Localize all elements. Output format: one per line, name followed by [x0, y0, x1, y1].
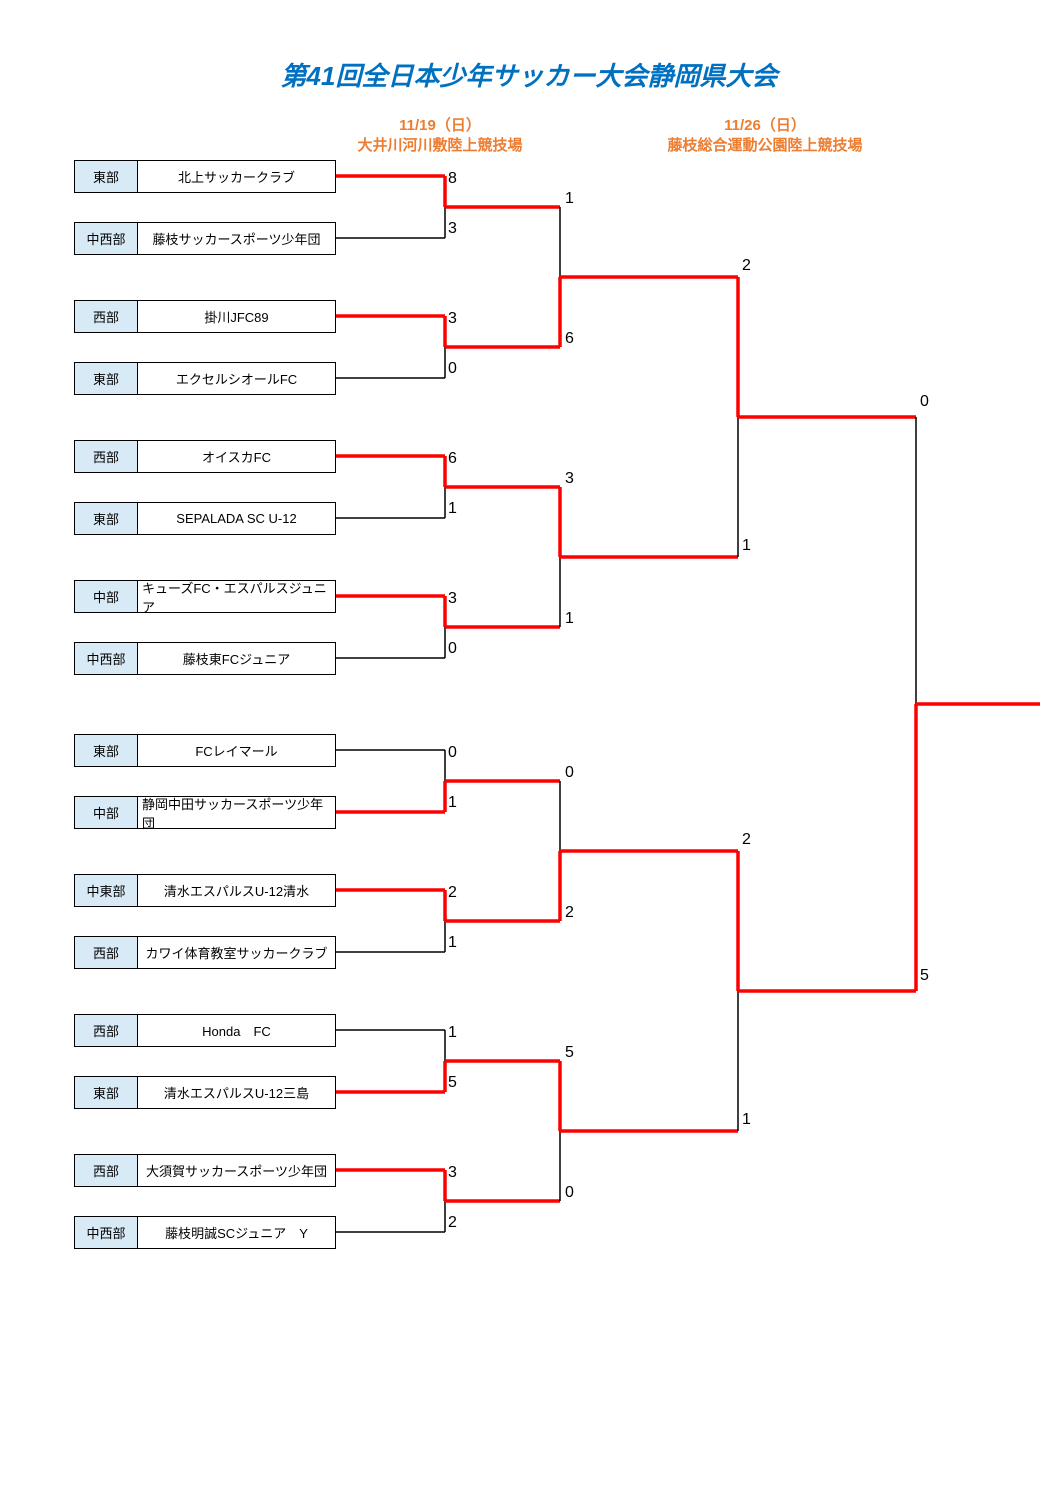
score-label: 3	[448, 310, 457, 328]
round1-date: 11/19（日）	[399, 117, 481, 134]
team-name-box: オイスカFC	[138, 440, 336, 473]
team-name-box: キューズFC・エスパルスジュニア	[138, 580, 336, 613]
team-name-box: 掛川JFC89	[138, 300, 336, 333]
region-box: 西部	[74, 1014, 138, 1047]
team-row: 中部キューズFC・エスパルスジュニア	[74, 580, 336, 613]
round2-venue: 藤枝総合運動公園陸上競技場	[667, 137, 862, 154]
score-label: 5	[448, 1074, 457, 1092]
score-label: 6	[448, 450, 457, 468]
region-box: 中東部	[74, 874, 138, 907]
team-row: 西部カワイ体育教室サッカークラブ	[74, 936, 336, 969]
score-label: 3	[565, 470, 574, 488]
tournament-title: 第41回全日本少年サッカー大会静岡県大会	[0, 56, 1058, 93]
region-box: 西部	[74, 936, 138, 969]
team-row: 中西部藤枝明誠SCジュニア Y	[74, 1216, 336, 1249]
region-box: 東部	[74, 1076, 138, 1109]
score-label: 3	[448, 590, 457, 608]
team-name-box: カワイ体育教室サッカークラブ	[138, 936, 336, 969]
score-label: 0	[565, 1184, 574, 1202]
team-name-box: 藤枝サッカースポーツ少年団	[138, 222, 336, 255]
team-name-box: FCレイマール	[138, 734, 336, 767]
score-label: 6	[565, 330, 574, 348]
score-label: 3	[448, 1164, 457, 1182]
team-row: 中東部清水エスパルスU-12清水	[74, 874, 336, 907]
region-box: 中部	[74, 580, 138, 613]
score-label: 0	[565, 764, 574, 782]
team-row: 東部北上サッカークラブ	[74, 160, 336, 193]
team-row: 中西部藤枝東FCジュニア	[74, 642, 336, 675]
team-name-box: 清水エスパルスU-12三島	[138, 1076, 336, 1109]
team-name-box: SEPALADA SC U-12	[138, 502, 336, 535]
team-name-box: 藤枝東FCジュニア	[138, 642, 336, 675]
region-box: 東部	[74, 734, 138, 767]
region-box: 西部	[74, 1154, 138, 1187]
score-label: 3	[448, 220, 457, 238]
team-row: 西部大須賀サッカースポーツ少年団	[74, 1154, 336, 1187]
team-name-box: 清水エスパルスU-12清水	[138, 874, 336, 907]
score-label: 1	[448, 1024, 457, 1042]
score-label: 1	[742, 1111, 751, 1129]
team-name-box: 静岡中田サッカースポーツ少年団	[138, 796, 336, 829]
score-label: 1	[448, 934, 457, 952]
region-box: 西部	[74, 440, 138, 473]
team-row: 西部オイスカFC	[74, 440, 336, 473]
score-label: 2	[448, 1214, 457, 1232]
score-label: 2	[742, 257, 751, 275]
region-box: 東部	[74, 362, 138, 395]
score-label: 8	[448, 170, 457, 188]
team-name-box: 藤枝明誠SCジュニア Y	[138, 1216, 336, 1249]
score-label: 1	[742, 537, 751, 555]
team-row: 東部FCレイマール	[74, 734, 336, 767]
team-name-box: Honda FC	[138, 1014, 336, 1047]
team-row: 中部静岡中田サッカースポーツ少年団	[74, 796, 336, 829]
score-label: 0	[448, 640, 457, 658]
team-name-box: 大須賀サッカースポーツ少年団	[138, 1154, 336, 1187]
score-label: 1	[565, 610, 574, 628]
region-box: 東部	[74, 502, 138, 535]
round2-header: 11/26（日） 藤枝総合運動公園陸上競技場	[640, 116, 890, 155]
score-label: 1	[448, 794, 457, 812]
team-name-box: エクセルシオールFC	[138, 362, 336, 395]
team-row: 東部清水エスパルスU-12三島	[74, 1076, 336, 1109]
team-row: 西部Honda FC	[74, 1014, 336, 1047]
region-box: 中部	[74, 796, 138, 829]
region-box: 中西部	[74, 222, 138, 255]
score-label: 0	[448, 744, 457, 762]
team-row: 中西部藤枝サッカースポーツ少年団	[74, 222, 336, 255]
score-label: 1	[448, 500, 457, 518]
score-label: 5	[920, 967, 929, 985]
score-label: 0	[920, 393, 929, 411]
region-box: 東部	[74, 160, 138, 193]
round2-date: 11/26（日）	[724, 117, 806, 134]
region-box: 西部	[74, 300, 138, 333]
team-row: 西部掛川JFC89	[74, 300, 336, 333]
round1-header: 11/19（日） 大井川河川敷陸上競技場	[330, 116, 550, 155]
team-row: 東部エクセルシオールFC	[74, 362, 336, 395]
score-label: 1	[565, 190, 574, 208]
score-label: 5	[565, 1044, 574, 1062]
score-label: 0	[448, 360, 457, 378]
region-box: 中西部	[74, 1216, 138, 1249]
score-label: 2	[448, 884, 457, 902]
score-label: 2	[565, 904, 574, 922]
score-label: 2	[742, 831, 751, 849]
region-box: 中西部	[74, 642, 138, 675]
team-row: 東部SEPALADA SC U-12	[74, 502, 336, 535]
team-name-box: 北上サッカークラブ	[138, 160, 336, 193]
round1-venue: 大井川河川敷陸上競技場	[357, 137, 522, 154]
